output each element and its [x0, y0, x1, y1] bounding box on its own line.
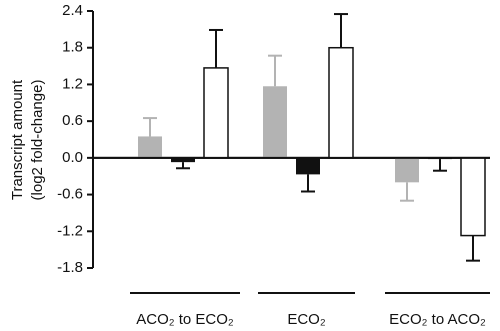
y-label-line: (log2 fold-change): [29, 80, 46, 201]
x-tick-label: ECO₂: [287, 311, 326, 328]
bar: [328, 46, 354, 159]
y-tick-label: 1.2: [62, 75, 83, 92]
y-tick-label: -0.6: [57, 186, 83, 203]
x-tick-label: ACO₂ to ECO₂: [136, 311, 234, 328]
y-axis-title: Transcript amount (log2 fold-change): [9, 79, 46, 200]
y-tick-label: -1.2: [57, 222, 83, 239]
bar: [171, 157, 195, 163]
bar: [203, 67, 229, 159]
y-tick-label: 0.6: [62, 112, 83, 129]
bar: [296, 157, 320, 175]
y-tick-label: 0.0: [62, 149, 83, 166]
bar: [138, 136, 162, 158]
bar: [395, 157, 419, 183]
y-tick-label: -1.8: [57, 259, 83, 276]
y-tick-label: 2.4: [62, 2, 83, 19]
y-tick-label: 1.8: [62, 39, 83, 56]
bar: [263, 86, 287, 158]
y-label-line: Transcript amount: [9, 79, 26, 200]
x-tick-label: ECO₂ to ACO₂: [389, 311, 486, 328]
bar: [460, 157, 486, 237]
